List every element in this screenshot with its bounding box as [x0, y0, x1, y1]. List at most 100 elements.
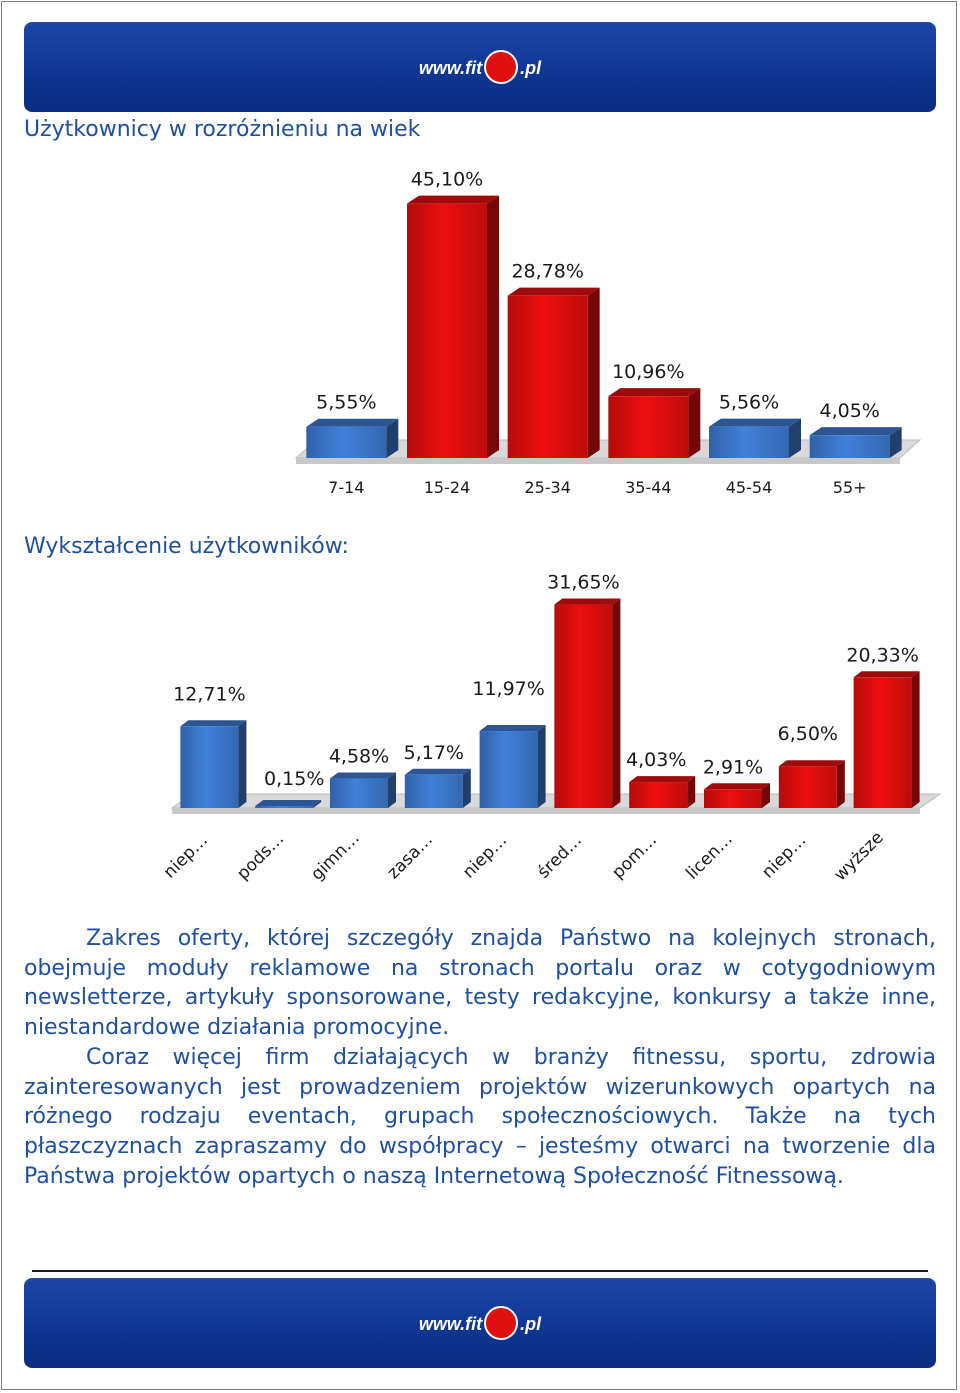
data-label: 0,15% [264, 768, 324, 790]
bar-group: 5,56% 45-54 [709, 392, 801, 497]
bar-group: 4,03% pom… [608, 749, 696, 883]
bar-side [587, 287, 600, 458]
bar-top [809, 427, 902, 436]
category-label: niep… [160, 830, 212, 882]
data-label: 5,56% [719, 392, 779, 414]
bar [778, 766, 837, 808]
data-label: 5,55% [316, 392, 376, 414]
bar-group: 31,65% śred… [534, 572, 621, 883]
bar [479, 731, 538, 808]
bar [306, 426, 387, 458]
bar [255, 806, 314, 808]
bar-group: 4,05% 55+ [809, 400, 902, 497]
fitness-figure-icon [484, 1306, 519, 1340]
data-label: 4,03% [626, 749, 686, 771]
category-label: 35-44 [625, 478, 672, 497]
bar-top [180, 720, 247, 727]
data-label: 31,65% [547, 572, 619, 594]
category-label: niep… [758, 830, 810, 882]
bar-side [537, 725, 546, 808]
header-banner: www.fit .pl [24, 22, 936, 112]
bar-side [462, 768, 471, 808]
bar-top [330, 772, 396, 779]
bar-top [608, 388, 701, 397]
bar-top [709, 418, 801, 427]
age-chart-heading: Użytkownicy w rozróżnieniu na wiek [24, 117, 421, 142]
bar-side [911, 671, 920, 808]
bar-group: 28,78% 25-34 [507, 261, 600, 497]
bar-side [238, 720, 247, 808]
bar-top [404, 768, 471, 775]
category-label: 15-24 [424, 478, 471, 497]
category-label: pom… [608, 830, 661, 883]
bar [629, 782, 688, 808]
data-label: 4,58% [329, 746, 389, 768]
data-label: 11,97% [472, 678, 544, 700]
logo-suffix: .pl [520, 57, 542, 78]
data-label: 20,33% [846, 644, 918, 666]
data-label: 45,10% [411, 169, 483, 191]
bar-group: 45,10% 15-24 [407, 169, 499, 497]
bar [809, 435, 890, 458]
bar-side [688, 388, 701, 458]
category-label: 55+ [833, 478, 867, 497]
logo-text: www.fit [418, 1313, 483, 1334]
age-bar-chart: 5,55% 7-14 45,10% 15-24 28,78% 25-34 10,96% 35-… [294, 169, 922, 497]
bar [608, 396, 689, 458]
logo-text: www.fit [418, 57, 483, 78]
bar-side [836, 760, 845, 808]
bar-top [554, 598, 621, 605]
bar-side [386, 418, 399, 458]
bar-group: 11,97% niep… [459, 678, 546, 883]
bar-group: 12,71% niep… [160, 683, 247, 883]
data-label: 12,71% [173, 683, 245, 705]
site-logo[interactable]: www.fit .pl [24, 1306, 936, 1342]
data-label: 2,91% [703, 756, 763, 778]
chart-floor-edge [296, 458, 900, 464]
bar-top [853, 671, 920, 678]
bar [554, 604, 613, 808]
category-label: niep… [459, 830, 511, 882]
site-logo[interactable]: www.fit .pl [24, 50, 936, 86]
data-label: 6,50% [778, 723, 838, 745]
education-bar-chart: 12,71% niep… 0,15% pods… 4,58% gimn… 5,17% zasa… [160, 572, 942, 885]
bar [330, 778, 388, 808]
bar-top [255, 800, 322, 806]
footer-divider [32, 1270, 928, 1272]
bar-group: 4,58% gimn… [307, 746, 396, 885]
bar [704, 789, 762, 808]
fitness-figure-icon [484, 50, 519, 84]
bar-group: 5,55% 7-14 [306, 392, 399, 497]
category-label: 45-54 [726, 478, 773, 497]
paragraph: Zakres oferty, której szczegóły znajda P… [24, 926, 936, 1041]
bar [180, 726, 239, 808]
bar-side [762, 783, 770, 808]
data-label: 10,96% [612, 361, 684, 383]
category-label: 7-14 [328, 478, 364, 497]
bar-side [889, 427, 902, 458]
data-label: 4,05% [819, 400, 879, 422]
bar-top [704, 783, 770, 790]
bar-top [507, 287, 600, 296]
category-label: śred… [534, 830, 586, 882]
bar [407, 203, 487, 458]
bar [507, 295, 588, 458]
bar-side [487, 195, 499, 459]
bar-side [388, 772, 396, 808]
bar [709, 426, 789, 458]
category-label: zasa… [384, 830, 437, 883]
offer-description: Zakres oferty, której szczegóły znajda P… [24, 924, 936, 1191]
category-label: licen… [682, 829, 736, 883]
logo-suffix: .pl [520, 1313, 542, 1334]
category-label: 25-34 [524, 478, 571, 497]
bar-top [479, 725, 546, 732]
bar-top [778, 760, 845, 767]
bar-top [629, 776, 696, 783]
bar [853, 677, 912, 808]
bar-top [306, 418, 399, 427]
chart-floor-edge [172, 808, 920, 814]
bar-side [789, 418, 801, 458]
bar-top [407, 195, 499, 204]
bar-side [687, 776, 696, 808]
